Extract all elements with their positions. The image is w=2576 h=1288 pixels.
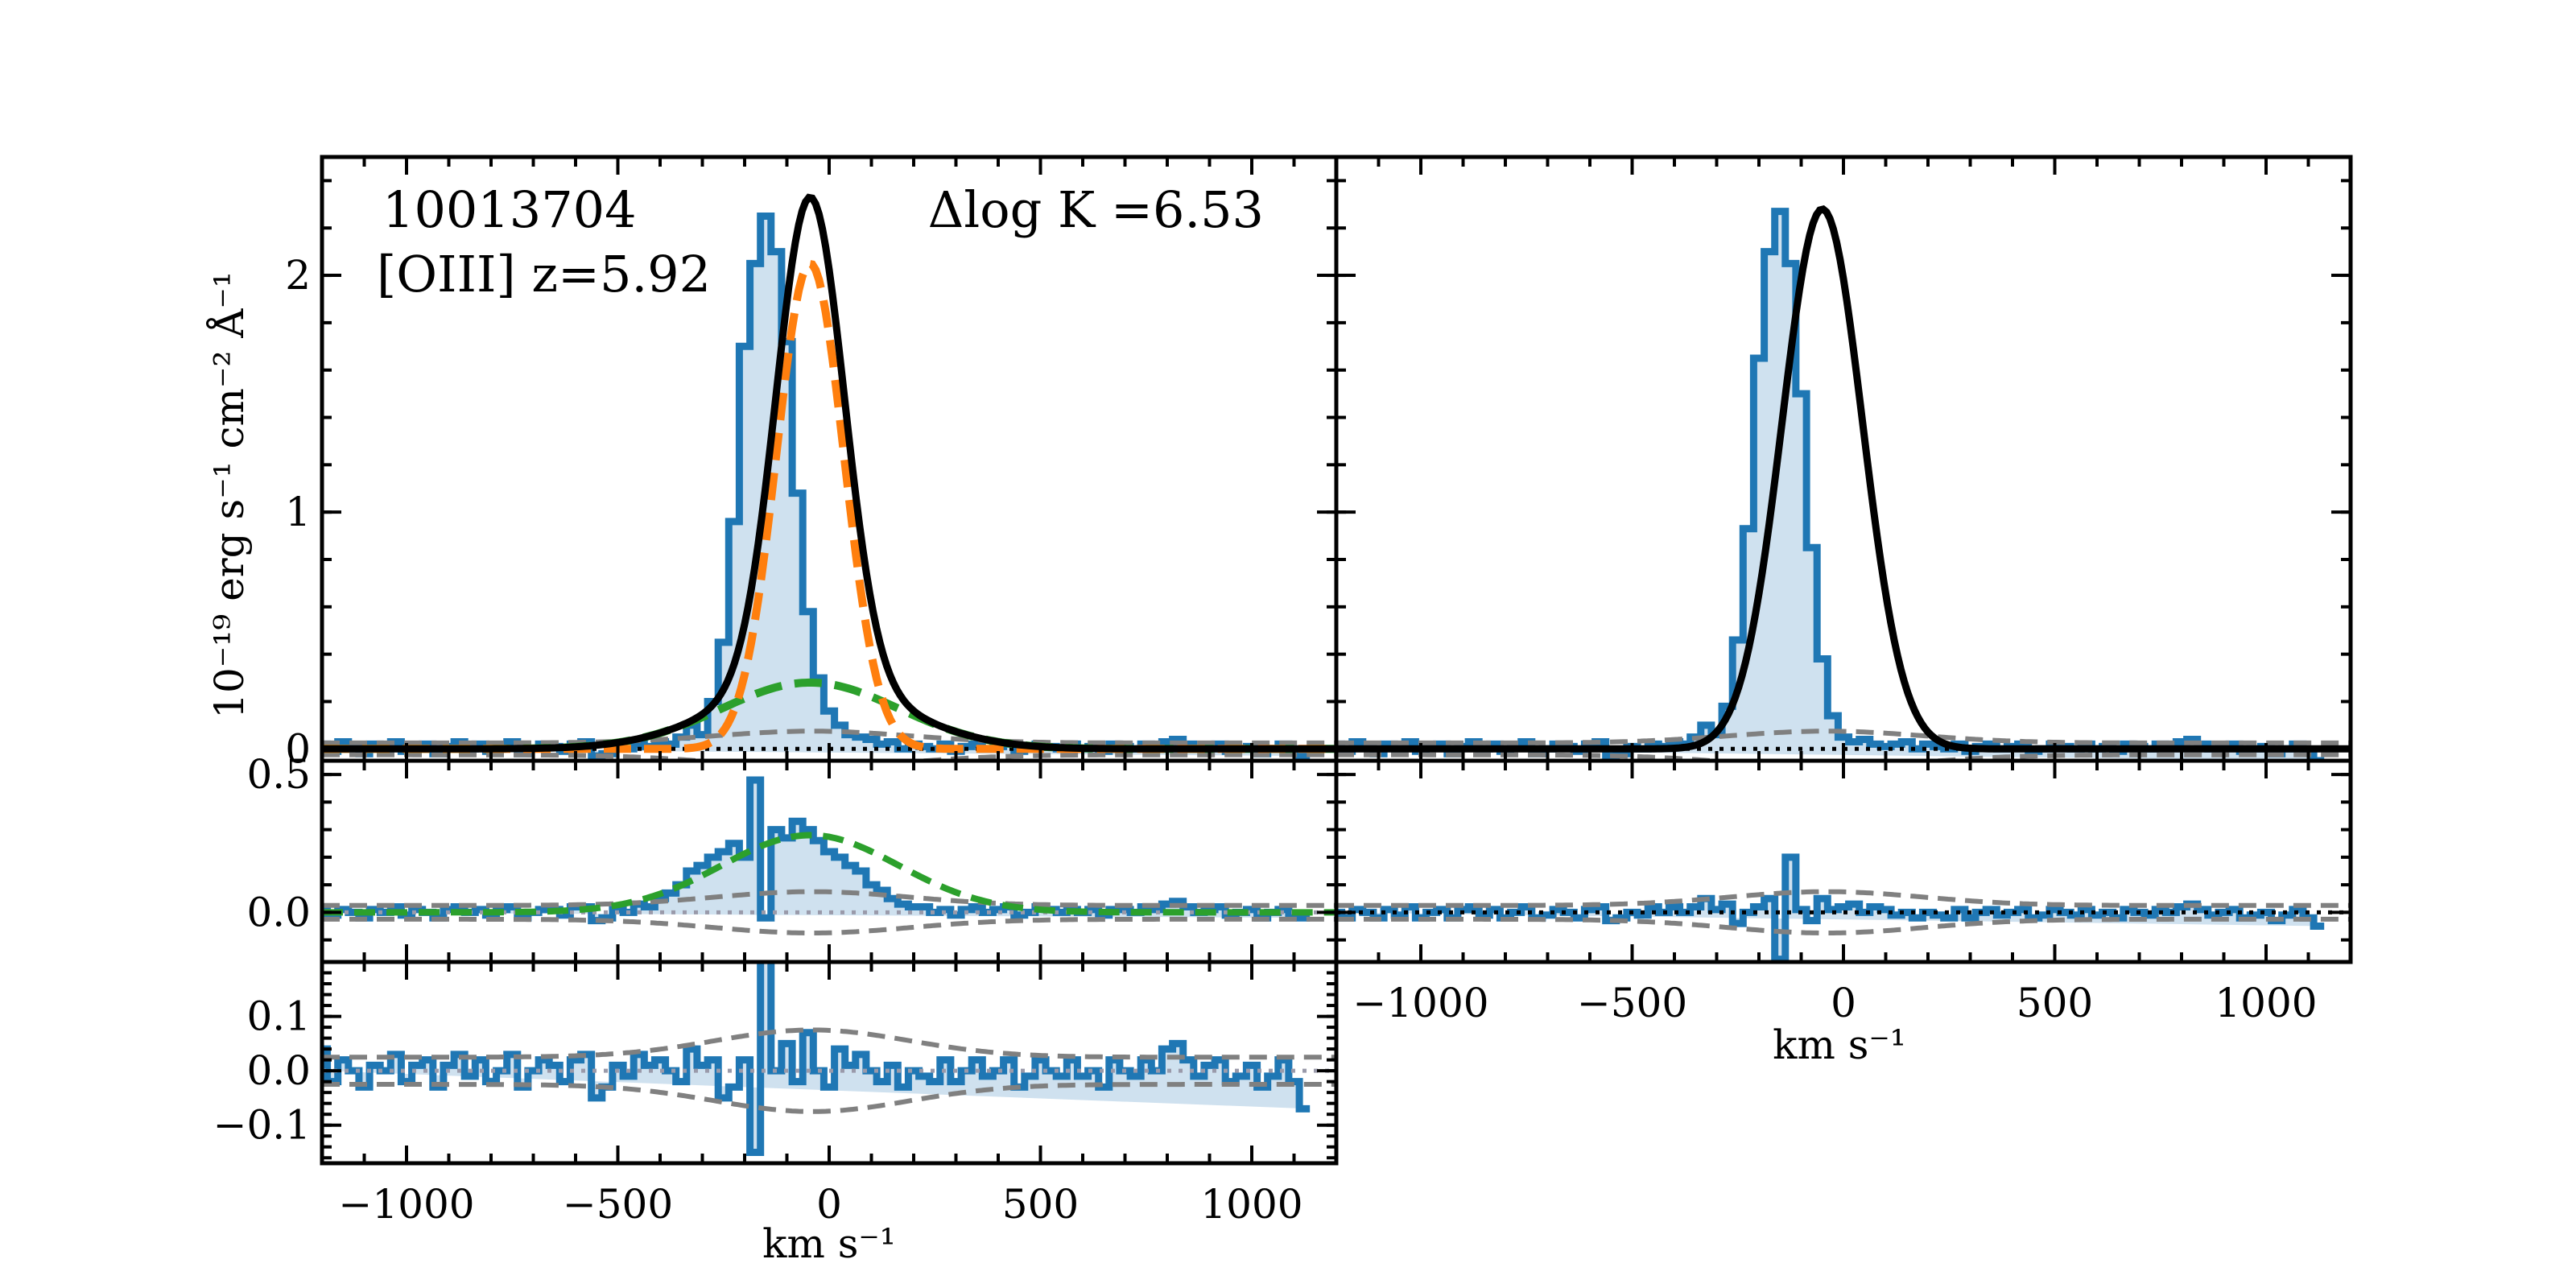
narrow-component bbox=[322, 259, 1336, 753]
final-left-x-tick-label: 0 bbox=[816, 1181, 842, 1228]
model-total bbox=[322, 193, 1336, 753]
final-left-x-tick-label: 500 bbox=[1002, 1181, 1079, 1228]
res-left-error-upper bbox=[322, 889, 1336, 908]
res-right-x-tick-label: −500 bbox=[1577, 980, 1687, 1026]
x-axis-label-left: km s⁻¹ bbox=[762, 1220, 896, 1267]
main-left-error-upper bbox=[322, 729, 1336, 745]
panel-main-right bbox=[1334, 155, 2353, 763]
broad-component-residual bbox=[322, 832, 1336, 916]
final-left-y-tick-label: −0.1 bbox=[213, 1102, 311, 1149]
res-right-spectrum-line bbox=[1336, 853, 2325, 962]
line-label: [OIII] z=5.92 bbox=[377, 245, 711, 303]
main-right-frame bbox=[1334, 155, 2353, 763]
main-left-y-tick-label: 0 bbox=[285, 725, 311, 772]
res-left-spectrum-fill bbox=[322, 780, 1311, 921]
main-left-y-tick-label: 1 bbox=[285, 489, 311, 535]
res-right-error-lower bbox=[1336, 916, 2351, 935]
panel-residual-right: −1000 −500 0 500 1000 bbox=[1334, 758, 2353, 1026]
final-left-x-tick-label: 1000 bbox=[1200, 1181, 1302, 1228]
main-left-y-tick-label: 2 bbox=[285, 252, 311, 299]
final-left-x-tick-label: −1000 bbox=[338, 1181, 474, 1228]
final-left-y-tick-label: 0.0 bbox=[246, 1047, 311, 1094]
x-axis-label-right: km s⁻¹ bbox=[1773, 1022, 1906, 1068]
final-left-x-tick-label: −500 bbox=[563, 1181, 673, 1228]
res-left-error-lower bbox=[322, 916, 1336, 935]
final-left-y-tick-label: 0.1 bbox=[246, 993, 311, 1040]
res-right-x-tick-label: −1000 bbox=[1352, 980, 1488, 1026]
right-model bbox=[1336, 204, 2351, 753]
main-right-error-upper bbox=[1336, 729, 2351, 745]
res-left-y-tick-label: 0.5 bbox=[246, 751, 311, 798]
y-axis-label: 10⁻¹⁹ erg s⁻¹ cm⁻² Å⁻¹ bbox=[205, 271, 253, 719]
final-left-spectrum-line bbox=[322, 962, 1311, 1156]
panel-broad-residual-left: 0.0 0.5 bbox=[246, 751, 1339, 964]
res-right-error-upper bbox=[1336, 889, 2351, 908]
object-id: 10013704 bbox=[382, 180, 637, 239]
delta-logk-label: Δlog K =6.53 bbox=[928, 180, 1264, 239]
final-left-error-upper bbox=[322, 1027, 1336, 1060]
main-right-spectrum-line bbox=[1336, 208, 2325, 761]
res-left-y-tick-label: 0.0 bbox=[246, 889, 311, 935]
panel-final-residual-left: −1000 −500 0 500 1000 −0.1 0.0 0.1 bbox=[213, 960, 1339, 1228]
res-right-x-tick-label: 0 bbox=[1831, 980, 1856, 1026]
res-right-x-tick-label: 500 bbox=[2017, 980, 2093, 1026]
final-left-error-lower bbox=[322, 1082, 1336, 1114]
res-right-x-tick-label: 1000 bbox=[2215, 980, 2317, 1026]
